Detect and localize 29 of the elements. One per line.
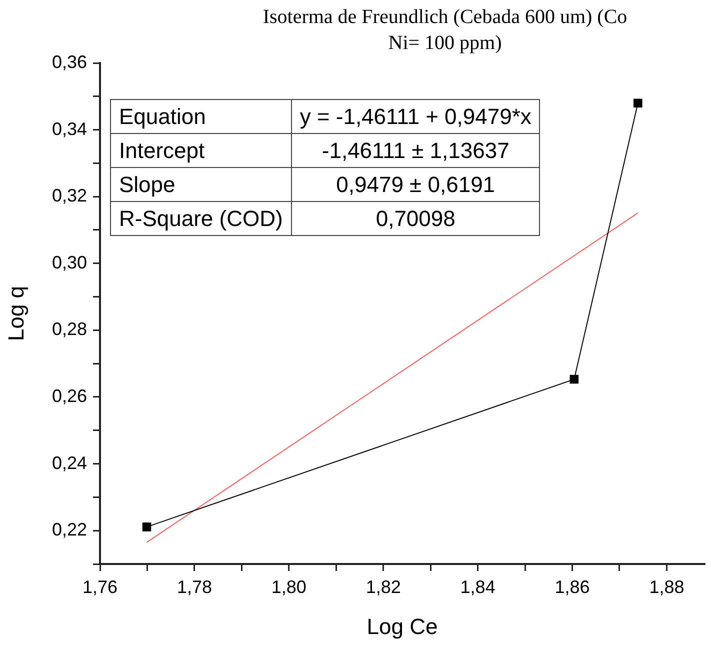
y-tick-label: 0,32 — [52, 186, 87, 206]
annotation: Slope — [110, 168, 292, 202]
y-tick-label: 0,26 — [52, 386, 87, 406]
point — [634, 98, 642, 108]
point — [142, 522, 152, 532]
x-tick-label: 1,88 — [649, 576, 684, 597]
x-tick-label: 1,76 — [82, 576, 118, 597]
annotation: R-Square (COD) — [110, 202, 292, 236]
y-tick-label: 0,24 — [52, 452, 87, 473]
x-tick-label: 1,78 — [176, 576, 212, 597]
y-tick-label: 0,34 — [52, 118, 87, 139]
y-tick-label: 0,30 — [52, 252, 87, 272]
y-tick-label: 0,28 — [52, 319, 87, 340]
x-tick-label: 1,82 — [366, 576, 401, 597]
chart-title: Isoterma de Freundlich (Cebada 600 um) (Co Ni= 100 ppm) — [262, 5, 628, 56]
annotation: y = -1,46111 + 0,9479*x — [291, 100, 540, 134]
annotation: Equation — [110, 100, 292, 134]
x-tick-label: 1,80 — [271, 576, 306, 597]
annotation: 0,9479 ± 0,6191 — [291, 168, 540, 202]
annotation: 0,70098 — [291, 202, 540, 236]
x-axis-title: Log Ce — [366, 614, 438, 639]
x-tick-label: 1,84 — [460, 576, 496, 597]
y-tick-label: 0,22 — [52, 520, 87, 540]
x-tick-label: 1,86 — [554, 576, 590, 597]
y-tick-label: 0,36 — [52, 52, 87, 72]
annotation: -1,46111 ± 1,13637 — [291, 134, 540, 168]
annotation: Intercept — [110, 134, 292, 168]
point — [570, 374, 579, 384]
y-axis-title: Log q — [3, 286, 28, 342]
